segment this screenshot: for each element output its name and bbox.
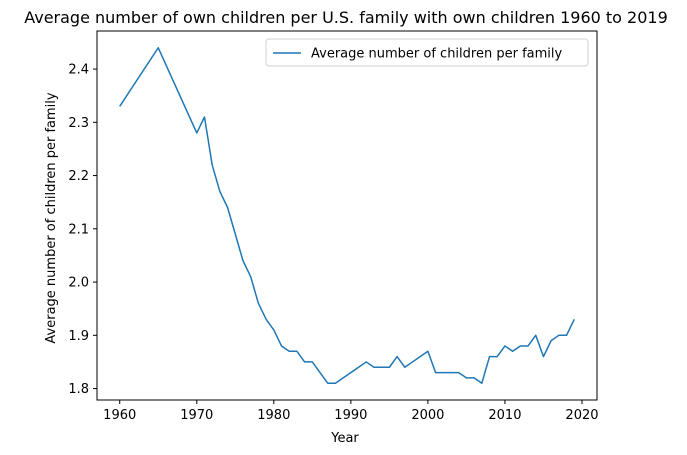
x-axis-label: Year [330, 431, 359, 446]
y-tick-label: 2.2 [68, 169, 89, 184]
series-line [119, 47, 575, 384]
y-tick-label: 1.8 [68, 382, 89, 397]
y-axis-label: Average number of children per family [44, 92, 59, 343]
y-tick-label: 2.4 [68, 63, 89, 78]
y-tick-label: 2.3 [68, 116, 89, 131]
plot-area: 1960 1970 1980 1990 2000 2010 2020 1.8 1.9 2.0 2.1… [68, 30, 599, 423]
axes-frame [96, 30, 598, 401]
x-tick-label: 1990 [334, 408, 367, 423]
x-tick-label: 1960 [103, 408, 136, 423]
chart-title: Average number of own children per U.S. … [24, 8, 668, 27]
x-tick-label: 1980 [257, 408, 290, 423]
x-tick-label: 2010 [488, 408, 521, 423]
legend-box [265, 38, 589, 67]
y-tick-label: 1.9 [68, 329, 89, 344]
x-tick-label: 2020 [565, 408, 598, 423]
y-tick-label: 2.0 [68, 276, 89, 291]
y-tick-label: 2.1 [68, 222, 89, 237]
x-tick-label: 1970 [180, 408, 213, 423]
x-tick-label: 2000 [411, 408, 444, 423]
legend-label: Average number of children per family [311, 47, 562, 62]
